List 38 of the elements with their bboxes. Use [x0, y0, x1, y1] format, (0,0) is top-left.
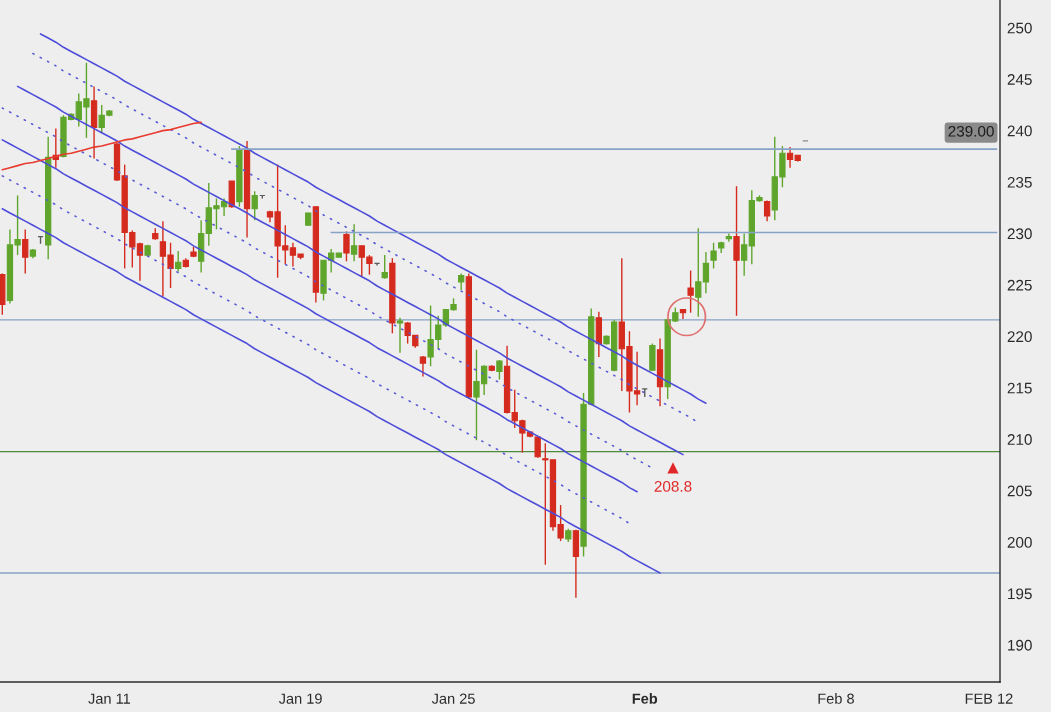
line-series [1, 175, 631, 525]
y-tick-label: 220 [1007, 331, 1032, 343]
y-tick-label: 235 [1007, 176, 1032, 188]
candlestick [22, 228, 29, 275]
y-tick-label: 250 [1007, 22, 1032, 34]
x-tick-label: FEB 12 [965, 693, 1013, 704]
candlestick [343, 230, 350, 262]
y-tick-label: 200 [1007, 536, 1032, 548]
x-tick-label: Feb [632, 693, 658, 704]
x-tick-label: Jan 25 [431, 693, 475, 704]
x-tick-label: Jan 19 [278, 693, 322, 704]
x-tick-label: Jan 11 [88, 693, 131, 704]
y-tick-label: 210 [1007, 434, 1032, 445]
annotation: 208.8 [654, 480, 692, 492]
x-tick-label: Feb 8 [818, 693, 854, 704]
candlestick [733, 185, 740, 317]
y-tick-label: 225 [1007, 279, 1032, 291]
candlestick [725, 232, 733, 243]
candlestick [251, 190, 258, 221]
candlestick [396, 317, 404, 354]
y-tick-label: 245 [1007, 74, 1032, 85]
candlestick [710, 242, 717, 270]
candlestick [687, 269, 694, 314]
annotation: 239.00 [948, 125, 994, 137]
candlestick [679, 308, 687, 320]
candlestick [741, 232, 748, 277]
candlestick [350, 223, 358, 262]
y-tick-label: 205 [1007, 485, 1032, 497]
y-tick-label: 215 [1007, 382, 1032, 394]
y-tick-label: 240 [1007, 125, 1032, 137]
candlestick [175, 250, 182, 273]
line-series [1, 121, 202, 171]
line-series [1, 139, 638, 493]
candlestick [381, 254, 388, 280]
y-tick-label: 230 [1007, 228, 1032, 240]
y-tick-label: 190 [1008, 639, 1032, 651]
y-tick-label: 195 [1008, 588, 1032, 600]
candlestick [496, 359, 503, 381]
